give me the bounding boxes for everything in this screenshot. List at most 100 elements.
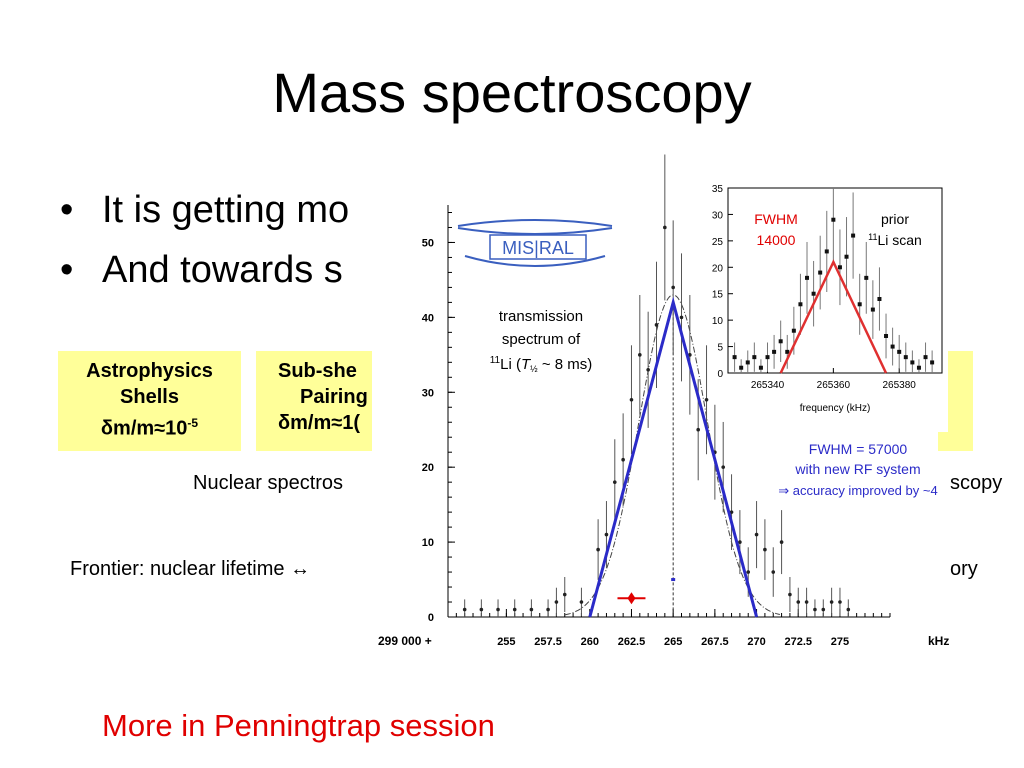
inset-data-point bbox=[739, 365, 744, 370]
inset-x-tick-label: 265340 bbox=[751, 380, 785, 391]
inset-data-point bbox=[798, 302, 803, 307]
main-y-tick-label: 20 bbox=[422, 462, 434, 474]
main-x-tick-label: 270 bbox=[747, 636, 765, 648]
triangle-fit-line bbox=[588, 296, 759, 618]
data-point bbox=[638, 353, 642, 357]
isotope-label: 11Li (T½ ~ 8 ms) bbox=[490, 355, 593, 374]
bullet-item: • And towards s bbox=[60, 240, 349, 300]
inset-y-tick-label: 20 bbox=[712, 263, 724, 274]
main-x-offset-label: 299 000 + bbox=[378, 634, 432, 648]
main-x-tick-label: 260 bbox=[581, 636, 599, 648]
mistral-logo-text: MIS|RAL bbox=[502, 238, 574, 258]
inset-data-point bbox=[884, 334, 889, 338]
inset-data-point bbox=[864, 275, 869, 280]
main-y-tick-label: 30 bbox=[422, 387, 434, 399]
precision-text: δm/m≈10 bbox=[100, 417, 188, 440]
inset-y-tick-label: 35 bbox=[712, 184, 724, 195]
box-precision: δm/m≈10-5 bbox=[58, 410, 241, 442]
frontier-right: ory bbox=[950, 558, 978, 580]
data-point bbox=[721, 465, 726, 469]
data-point bbox=[788, 592, 792, 597]
bullet-text: And towards s bbox=[102, 249, 343, 291]
data-point bbox=[654, 323, 659, 327]
data-point bbox=[621, 457, 625, 462]
data-point bbox=[579, 600, 584, 604]
transmission-label: transmission bbox=[499, 308, 583, 325]
inset-data-point bbox=[910, 360, 915, 365]
inset-y-tick-label: 25 bbox=[712, 237, 724, 248]
inset-data-point bbox=[772, 349, 777, 354]
main-y-tick-label: 40 bbox=[422, 312, 434, 324]
data-point bbox=[846, 607, 851, 612]
main-y-tick-label: 0 bbox=[428, 612, 434, 624]
data-point bbox=[704, 397, 709, 402]
data-point bbox=[829, 600, 834, 604]
inset-fwhm-value: 14000 bbox=[757, 232, 796, 248]
inset-data-point bbox=[785, 349, 790, 354]
bullet-list: • It is getting mo • And towards s bbox=[60, 180, 349, 300]
data-point bbox=[688, 353, 692, 357]
data-point bbox=[738, 540, 742, 544]
box-precision: δm/m≈1( bbox=[278, 410, 426, 436]
inset-data-point bbox=[844, 254, 849, 259]
footer-text: More in Penningtrap session bbox=[102, 708, 495, 743]
data-point bbox=[562, 592, 567, 597]
data-point bbox=[663, 225, 667, 230]
inset-x-tick-label: 265360 bbox=[817, 380, 851, 391]
data-point bbox=[554, 600, 559, 604]
inset-plot-background bbox=[712, 178, 948, 432]
box-line: Pairing bbox=[300, 386, 368, 408]
mistral-logo: MIS|RAL bbox=[457, 219, 613, 267]
inset-data-point bbox=[752, 355, 757, 360]
data-point bbox=[596, 547, 600, 552]
data-point bbox=[838, 600, 842, 604]
box-line: Astrophysics bbox=[86, 360, 213, 382]
note-right: scopy bbox=[950, 472, 1003, 494]
main-plot: 255 257.5 260 262.5 265 267.5 270 272.5 27501020… bbox=[378, 154, 949, 648]
data-point bbox=[546, 607, 550, 612]
inset-data-point bbox=[916, 365, 921, 370]
inset-data-point bbox=[851, 233, 856, 238]
bullet-item: • It is getting mo bbox=[60, 180, 349, 240]
prior-label: prior bbox=[881, 211, 909, 227]
inset-data-point bbox=[824, 249, 829, 254]
inset-data-point bbox=[778, 339, 783, 344]
data-point bbox=[479, 607, 484, 612]
main-x-tick-label: 275 bbox=[831, 636, 849, 648]
precision-exponent: -5 bbox=[187, 416, 199, 430]
data-point bbox=[529, 607, 534, 612]
data-point bbox=[612, 480, 617, 484]
data-point bbox=[671, 285, 675, 290]
spectrum-of-label: spectrum of bbox=[502, 331, 581, 348]
data-point bbox=[512, 607, 517, 612]
main-y-tick-label: 10 bbox=[422, 537, 434, 549]
astrophysics-box: Astrophysics Shells δm/m≈10-5 bbox=[58, 351, 241, 451]
frontier-left: Frontier: nuclear lifetime ↔ bbox=[70, 558, 311, 580]
inset-y-tick-label: 5 bbox=[717, 343, 723, 354]
main-x-tick-label: 272.5 bbox=[784, 636, 812, 648]
data-point bbox=[629, 397, 634, 402]
inset-data-point bbox=[897, 349, 902, 354]
note-left: Nuclear spectros bbox=[193, 472, 344, 494]
inset-data-point bbox=[732, 355, 737, 360]
inset-data-point bbox=[758, 365, 763, 370]
prior-scan-label: 11Li scan bbox=[868, 232, 922, 248]
data-point bbox=[771, 570, 776, 574]
reference-diamond-marker bbox=[627, 592, 636, 605]
data-point bbox=[746, 570, 751, 574]
inset-plot: 0 5 10 15 20 25 30 35 265340 265360 265380 frequenc… bbox=[712, 184, 943, 414]
inset-y-tick-label: 10 bbox=[712, 316, 724, 327]
inset-data-point bbox=[923, 355, 928, 360]
inset-x-tick-label: 265380 bbox=[883, 380, 917, 391]
bullet-dot: • bbox=[60, 189, 74, 231]
main-x-axis-label: kHz bbox=[928, 634, 949, 648]
accuracy-label: ⇒ accuracy improved by ~4 bbox=[778, 483, 937, 498]
inset-fwhm-label: FWHM bbox=[754, 211, 798, 227]
rf-system-label: with new RF system bbox=[794, 461, 920, 477]
main-x-tick-label: 265 bbox=[664, 636, 682, 648]
main-x-tick-label: 267.5 bbox=[701, 636, 729, 648]
box-line: Sub-she bbox=[278, 360, 357, 382]
main-x-tick-label: 255 bbox=[497, 636, 515, 648]
data-point bbox=[821, 607, 826, 612]
inset-y-tick-label: 0 bbox=[717, 369, 723, 380]
